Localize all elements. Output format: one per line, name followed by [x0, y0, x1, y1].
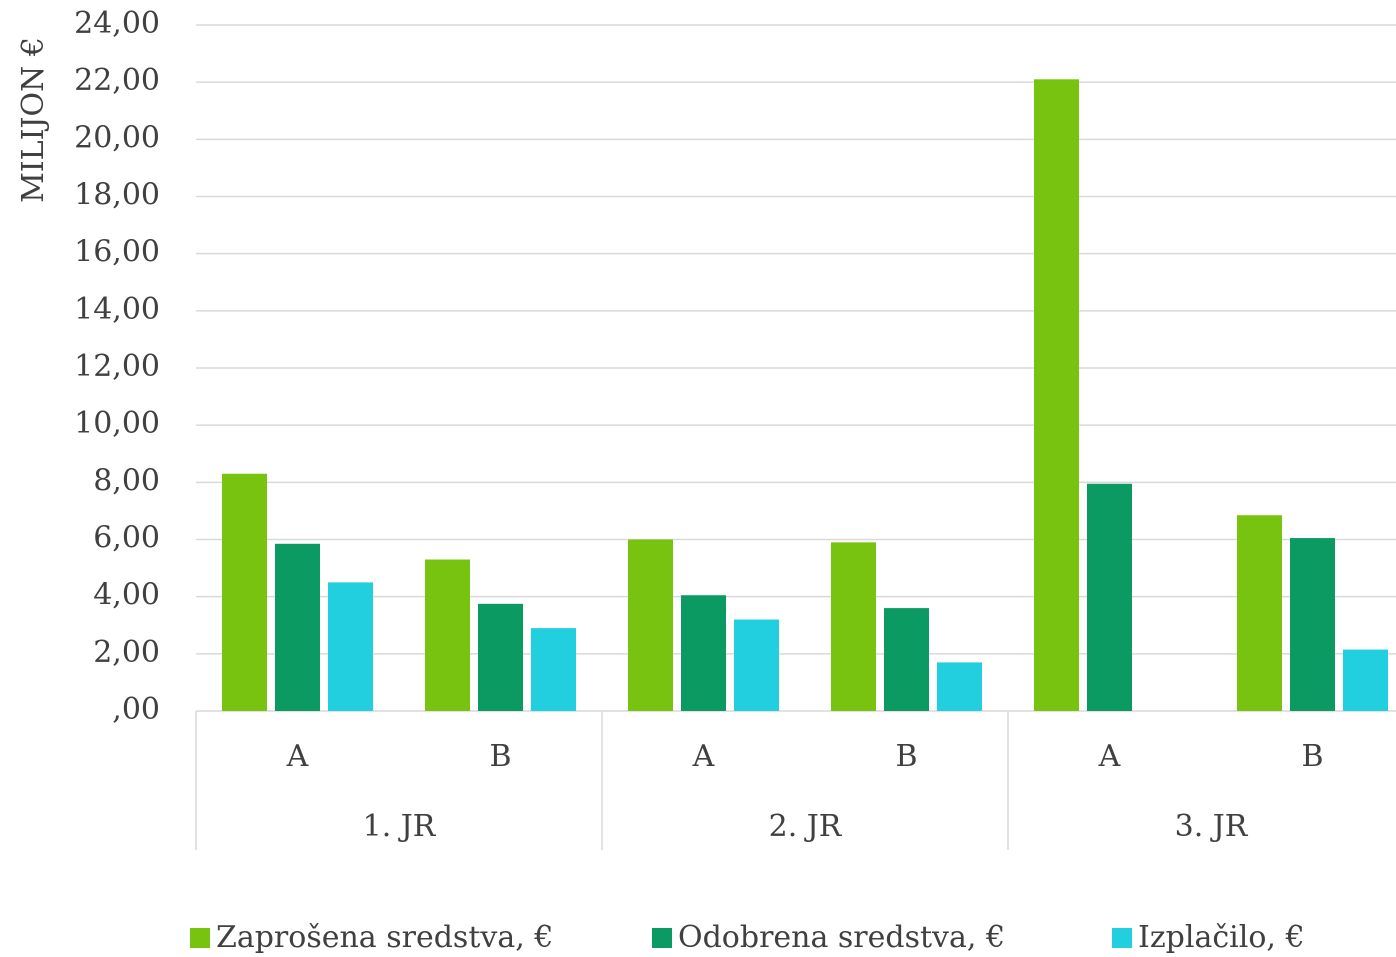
legend-swatch	[190, 928, 210, 948]
legend-label: Izplačilo, €	[1138, 920, 1305, 955]
x-tick-label: B	[489, 739, 511, 774]
y-axis-label: MILIJON €	[16, 37, 51, 203]
bar	[1290, 538, 1335, 711]
bar	[531, 628, 576, 711]
y-tick-label: 10,00	[74, 406, 160, 441]
group-label: 2. JR	[769, 809, 843, 844]
x-tick-label: B	[1301, 739, 1323, 774]
group-label: 1. JR	[363, 809, 437, 844]
x-tick-label: B	[895, 739, 917, 774]
bar	[1087, 483, 1132, 711]
legend-swatch	[652, 928, 672, 948]
bar	[831, 542, 876, 711]
y-tick-label: 12,00	[74, 349, 160, 384]
x-tick-label: A	[692, 739, 715, 774]
bar	[1034, 79, 1079, 711]
legend-label: Odobrena sredstva, €	[678, 920, 1005, 955]
bar	[681, 595, 726, 711]
y-tick-label: 4,00	[93, 578, 160, 613]
bar	[1343, 649, 1388, 711]
x-tick-label: A	[286, 739, 309, 774]
y-tick-label: 22,00	[74, 63, 160, 98]
bar	[734, 619, 779, 711]
bar	[478, 603, 523, 711]
y-tick-label: 14,00	[74, 292, 160, 327]
legend-label: Zaprošena sredstva, €	[216, 920, 553, 955]
bar	[275, 543, 320, 711]
y-tick-label: 2,00	[93, 635, 160, 670]
y-tick-label: 6,00	[93, 521, 160, 556]
y-tick-label: 16,00	[74, 235, 160, 270]
bar	[1237, 515, 1282, 711]
bar	[937, 662, 982, 711]
x-tick-label: A	[1098, 739, 1121, 774]
y-tick-label: 24,00	[74, 6, 160, 41]
bar	[628, 539, 673, 711]
bar	[328, 582, 373, 711]
y-tick-label: 18,00	[74, 178, 160, 213]
legend-swatch	[1112, 928, 1132, 948]
y-tick-label: 8,00	[93, 463, 160, 498]
bar	[884, 608, 929, 711]
y-tick-label: ,00	[112, 692, 160, 727]
bar	[425, 559, 470, 711]
y-tick-label: 20,00	[74, 120, 160, 155]
group-label: 3. JR	[1175, 809, 1249, 844]
bar	[222, 473, 267, 711]
